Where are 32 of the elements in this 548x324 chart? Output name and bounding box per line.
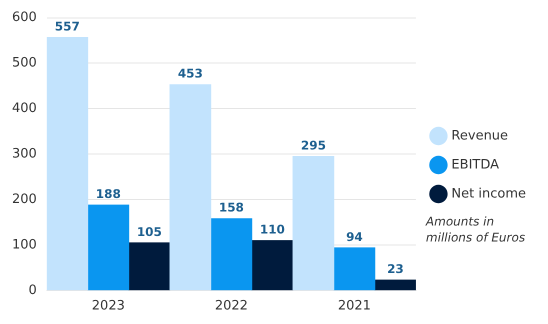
bar xyxy=(87,204,130,290)
data-label: 94 xyxy=(346,230,363,244)
x-tick-label: 2022 xyxy=(214,298,248,314)
data-label: 453 xyxy=(178,66,203,81)
data-label: 158 xyxy=(218,200,244,215)
data-label: 23 xyxy=(387,262,404,276)
y-tick-label: 300 xyxy=(12,146,37,162)
bar xyxy=(210,218,252,290)
y-tick-label: 200 xyxy=(12,192,37,207)
bar xyxy=(170,84,212,290)
bar xyxy=(46,37,88,290)
data-label: 295 xyxy=(300,138,326,152)
y-tick-label: 100 xyxy=(12,237,37,252)
y-tick-label: 600 xyxy=(12,10,37,26)
data-label: 110 xyxy=(260,222,285,237)
y-tick-label: 400 xyxy=(12,101,37,116)
bar xyxy=(252,240,294,290)
y-tick-label: 500 xyxy=(12,56,37,71)
data-label: 188 xyxy=(96,187,121,202)
y-tick-label: 0 xyxy=(28,282,37,298)
legend-label: Net income xyxy=(451,186,526,202)
bar xyxy=(334,247,376,290)
data-label: 557 xyxy=(54,19,80,34)
text: Amounts in millions of Euros xyxy=(424,214,526,245)
legend-label: Revenue xyxy=(451,128,508,144)
bar xyxy=(292,156,334,290)
legend-label: EBITDA xyxy=(451,157,500,172)
bar xyxy=(374,280,416,290)
bar xyxy=(128,242,170,290)
x-tick-label: 2021 xyxy=(338,298,371,314)
data-label: 105 xyxy=(136,224,162,239)
x-tick-label: 2023 xyxy=(92,298,125,314)
